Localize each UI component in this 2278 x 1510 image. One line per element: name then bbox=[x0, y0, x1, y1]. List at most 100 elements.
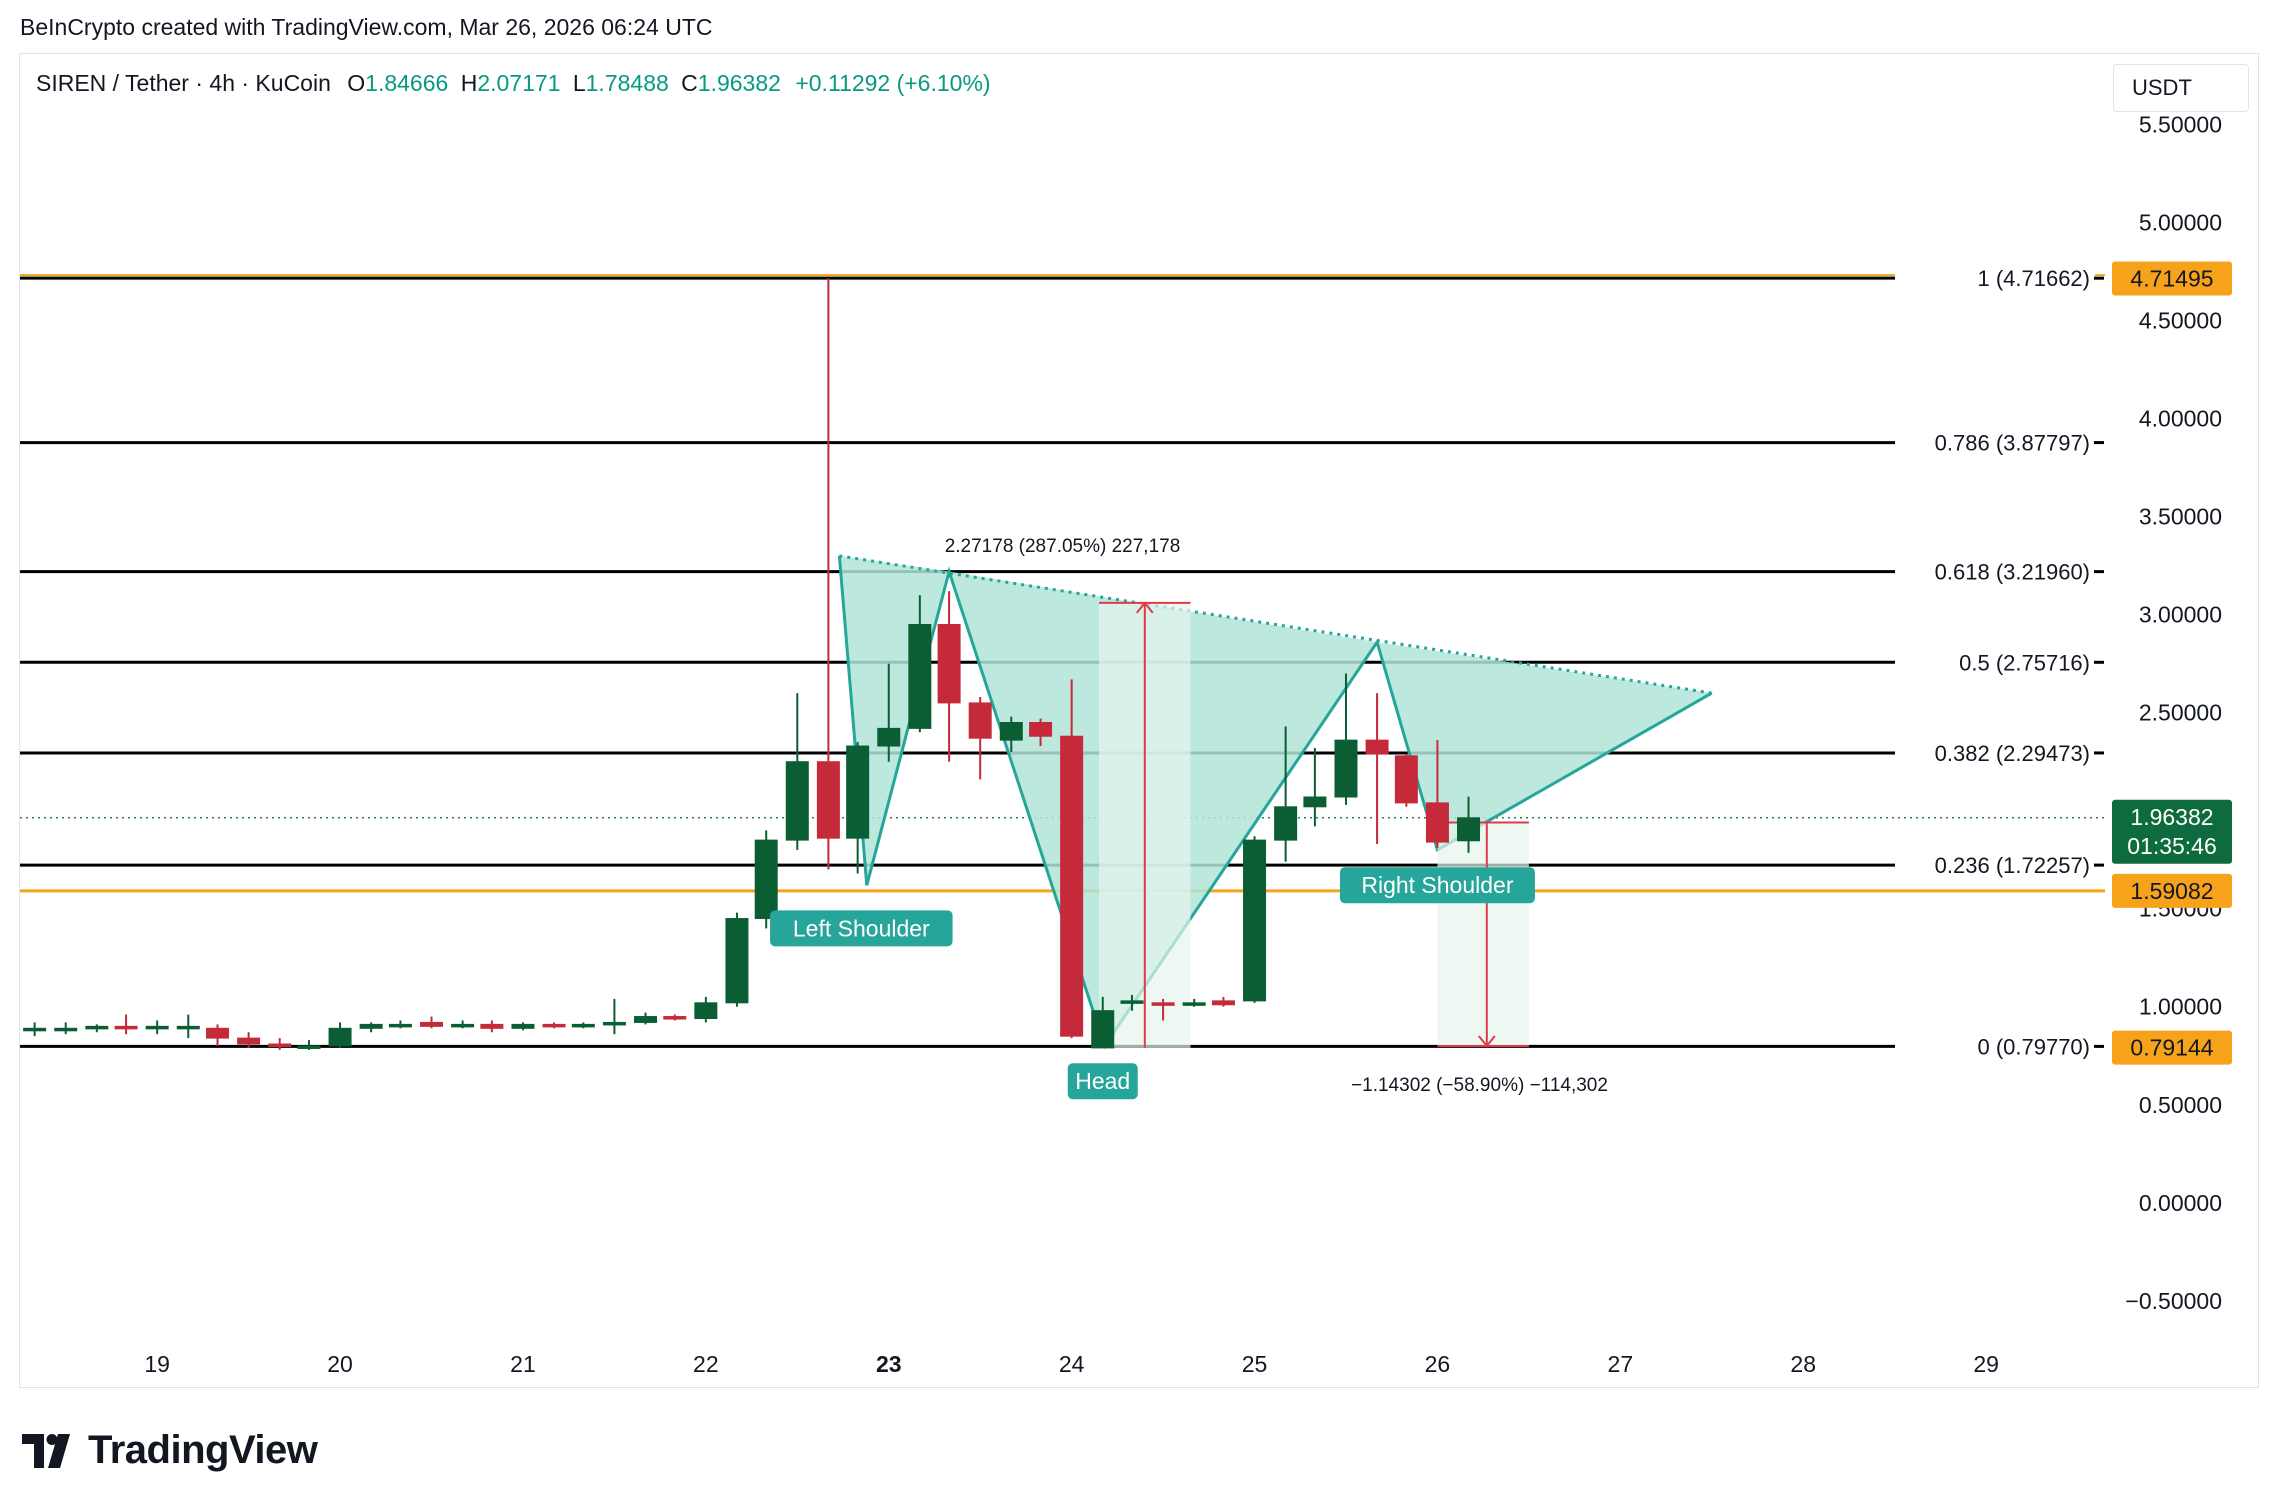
candle bbox=[359, 1022, 383, 1033]
price-axis: 5.50000 5.00000 4.50000 4.00000 3.50000 3.000… bbox=[2112, 112, 2232, 1314]
candles bbox=[23, 278, 1481, 1050]
candle bbox=[420, 1016, 444, 1029]
candle-body bbox=[114, 1025, 138, 1030]
candle bbox=[1120, 994, 1144, 1011]
measure-down-box bbox=[1437, 822, 1529, 1046]
tradingview-logo[interactable]: TradingView bbox=[22, 1428, 318, 1473]
fib-label-bg-0 bbox=[1895, 262, 2095, 295]
symbol-name: SIREN / Tether · 4h · KuCoin bbox=[36, 70, 331, 96]
candle-body bbox=[908, 623, 932, 729]
fib-label-2: 0.618 (3.21960) bbox=[1935, 560, 2090, 585]
open-value: 1.84666 bbox=[365, 70, 449, 96]
price-tick: 1.00000 bbox=[2139, 994, 2222, 1020]
candle bbox=[1243, 836, 1267, 1003]
candle bbox=[1060, 679, 1084, 1039]
candle-body bbox=[1211, 1000, 1235, 1006]
pattern-label-1: Head bbox=[1067, 1063, 1138, 1100]
candle bbox=[268, 1038, 292, 1050]
candle-body bbox=[359, 1023, 383, 1029]
time-tick: 20 bbox=[327, 1351, 353, 1377]
bar-countdown: 01:35:46 bbox=[2127, 833, 2217, 859]
candle bbox=[1425, 740, 1449, 848]
time-tick: 19 bbox=[144, 1351, 170, 1377]
candle bbox=[571, 1022, 595, 1029]
chart-credit: BeInCrypto created with TradingView.com,… bbox=[20, 14, 713, 40]
candle bbox=[1334, 673, 1358, 805]
brand-name: TradingView bbox=[88, 1428, 318, 1472]
candle bbox=[511, 1022, 535, 1031]
price-tick: −0.50000 bbox=[2125, 1288, 2222, 1314]
candle-body bbox=[937, 623, 961, 704]
candle-body bbox=[816, 761, 840, 839]
fib-label-0: 1 (4.71662) bbox=[1977, 266, 2090, 291]
candle-body bbox=[145, 1025, 169, 1030]
fib-label-bg-1 bbox=[1895, 426, 2095, 459]
candle-body bbox=[754, 839, 778, 920]
time-tick: 25 bbox=[1242, 1351, 1268, 1377]
time-tick: 23 bbox=[876, 1351, 902, 1377]
price-badge-bg-0 bbox=[2112, 261, 2232, 296]
price-badge-bg-1 bbox=[2112, 873, 2232, 908]
measure-tools: 2.27178 (287.05%) 227,178 −1.14302 (−58.9… bbox=[945, 536, 1608, 1096]
time-tick: 22 bbox=[693, 1351, 719, 1377]
close-value: 1.96382 bbox=[697, 70, 781, 96]
candle-body bbox=[1303, 796, 1327, 808]
pattern-label-bg bbox=[1339, 867, 1535, 904]
time-tick: 27 bbox=[1608, 1351, 1634, 1377]
candle-body bbox=[1060, 735, 1084, 1037]
close-label: C bbox=[681, 70, 698, 96]
time-tick: 28 bbox=[1790, 1351, 1816, 1377]
candle-body bbox=[1425, 802, 1449, 843]
candle bbox=[999, 716, 1023, 752]
candle-body bbox=[571, 1023, 595, 1028]
price-tick: 5.00000 bbox=[2139, 210, 2222, 236]
pattern-label-2: Right Shoulder bbox=[1339, 867, 1535, 904]
candle-body bbox=[1029, 722, 1053, 737]
candle-body bbox=[1151, 1002, 1175, 1006]
fib-label-bg-2 bbox=[1895, 555, 2095, 588]
measure-up-arrow bbox=[1136, 601, 1154, 614]
time-tick: 24 bbox=[1059, 1351, 1085, 1377]
time-tick: 21 bbox=[510, 1351, 536, 1377]
fib-label-bg-5 bbox=[1895, 849, 2095, 882]
candle-body bbox=[785, 761, 809, 841]
candle-body bbox=[206, 1027, 230, 1039]
candle bbox=[145, 1020, 169, 1035]
candle bbox=[634, 1012, 657, 1025]
candle-body bbox=[694, 1002, 718, 1020]
candle bbox=[206, 1024, 230, 1046]
price-badge-bg-2 bbox=[2112, 1030, 2232, 1065]
candle-body bbox=[602, 1021, 626, 1026]
fib-label-bg-6 bbox=[1895, 1030, 2095, 1063]
candle bbox=[1365, 693, 1389, 845]
candle bbox=[968, 697, 992, 780]
candle-body bbox=[511, 1023, 535, 1029]
low-label: L bbox=[572, 70, 586, 96]
change-value: +0.11292 (+6.10%) bbox=[795, 70, 991, 96]
candle-body bbox=[1182, 1002, 1206, 1006]
fib-label-4: 0.382 (2.29473) bbox=[1935, 741, 2090, 766]
low-value: 1.78488 bbox=[585, 70, 669, 96]
price-badge-1: 1.59082 bbox=[2130, 878, 2213, 904]
candle-body bbox=[1274, 806, 1298, 841]
pattern-label-text: Head bbox=[1075, 1068, 1130, 1094]
pattern-label-bg bbox=[1067, 1063, 1138, 1100]
pattern-label-bg bbox=[770, 910, 953, 947]
candle-body bbox=[268, 1043, 292, 1047]
price-badge-0: 4.71495 bbox=[2130, 266, 2213, 292]
candle bbox=[1211, 996, 1235, 1007]
last-price-badge-bg bbox=[2112, 799, 2232, 864]
time-tick: 26 bbox=[1425, 1351, 1451, 1377]
candle-body bbox=[451, 1023, 475, 1028]
candle-body bbox=[1334, 739, 1358, 798]
fib-label-6: 0 (0.79770) bbox=[1977, 1034, 2090, 1059]
currency-selector[interactable]: USDT bbox=[2113, 64, 2249, 112]
candle-body bbox=[420, 1021, 444, 1027]
candle bbox=[846, 742, 870, 874]
candle bbox=[1303, 747, 1327, 827]
candle-body bbox=[1457, 817, 1481, 842]
candle-body bbox=[1091, 1010, 1115, 1049]
candle-body bbox=[999, 722, 1023, 741]
symbol-legend: SIREN / Tether · 4h · KuCoin O1.84666 H2… bbox=[36, 70, 991, 97]
